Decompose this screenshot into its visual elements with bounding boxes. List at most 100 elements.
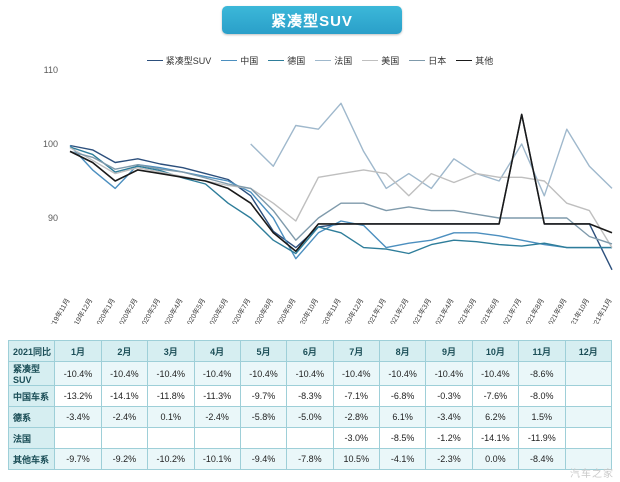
line-chart: 90 100 110 2019年11月 2019年12月 2020年1月 2020年2月 2…	[0, 62, 620, 324]
x-tick-label-10: 2020年9月	[273, 297, 298, 325]
table-col-header-4: 5月	[239, 340, 288, 362]
table-body: 紧凑型SUV -10.4% -10.4% -10.4% -10.4% -10.4% -10.…	[7, 361, 612, 470]
table-cell: -5.8%	[239, 406, 288, 428]
x-tick-label-8: 2020年7月	[228, 297, 253, 325]
legend-swatch-icon	[315, 59, 332, 61]
legend-label: 日本	[428, 55, 447, 66]
table-cell: -2.3%	[425, 448, 473, 470]
table-cell	[147, 427, 195, 449]
legend-item-3: 法国	[315, 54, 352, 67]
table-row-label: 德系	[7, 406, 56, 428]
legend-swatch-icon	[409, 59, 426, 61]
legend-item-5: 日本	[409, 54, 446, 67]
legend-swatch-icon	[221, 59, 238, 61]
table-col-header-6: 7月	[332, 340, 381, 362]
table-cell: -10.4%	[147, 361, 195, 386]
y-axis-labels: 90 100 110	[43, 65, 58, 223]
legend-item-4: 美国	[362, 54, 399, 67]
x-tick-label-11: 2020年10月	[294, 297, 320, 325]
y-tick-label-1: 100	[43, 139, 58, 149]
x-tick-label-6: 2020年5月	[183, 297, 208, 325]
table-col-header-9: 10月	[471, 340, 520, 362]
x-tick-label-5: 2020年4月	[160, 297, 185, 325]
table-cell: -2.4%	[193, 406, 241, 428]
x-tick-label-17: 2021年4月	[431, 297, 456, 325]
table-cell: -3.4%	[425, 406, 473, 428]
table-cell: -8.5%	[378, 427, 427, 449]
x-tick-label-14: 2021年1月	[363, 297, 388, 325]
table-cell: -3.0%	[332, 427, 381, 449]
table-row-label: 其他车系	[7, 448, 56, 470]
table-header-row: 2021同比 1月 2月 3月 4月 5月 6月 7月 8月 9月 10月 11月 12月	[7, 340, 612, 362]
table-cell: -10.4%	[286, 361, 334, 386]
table-cell: -7.8%	[286, 448, 334, 470]
legend-swatch-icon	[146, 59, 163, 61]
table-cell: -10.4%	[100, 361, 149, 386]
x-tick-label-4: 2020年3月	[138, 297, 163, 325]
chart-title-banner: 紧凑型SUV	[222, 6, 402, 34]
table-cell: -10.1%	[193, 448, 241, 470]
x-tick-label-16: 2021年3月	[409, 297, 434, 325]
table-cell: -10.4%	[471, 361, 520, 386]
x-tick-label-12: 2020年11月	[317, 297, 343, 325]
series-line-6	[69, 113, 613, 253]
table-cell: -10.2%	[147, 448, 195, 470]
x-tick-label-15: 2021年2月	[386, 297, 411, 325]
table-cell: -2.4%	[100, 406, 149, 428]
x-tick-label-2: 2020年1月	[92, 297, 117, 325]
legend-swatch-icon	[268, 59, 285, 61]
table-cell: -3.4%	[54, 406, 102, 428]
page-title: 紧凑型SUV	[271, 12, 353, 30]
table-cell: -8.3%	[286, 385, 334, 407]
table-cell	[239, 427, 288, 449]
table-cell: -10.4%	[239, 361, 288, 386]
table-cell: -11.3%	[193, 385, 241, 407]
series-line-0	[69, 113, 613, 271]
table-cell	[286, 427, 334, 449]
legend-swatch-icon	[362, 59, 379, 61]
table-col-header-0: 1月	[54, 340, 102, 362]
series-line-5	[69, 150, 613, 245]
table-row: 德系 -3.4% -2.4% 0.1% -2.4% -5.8% -5.0% -2.8% 6.1%…	[7, 406, 612, 428]
legend-label: 中国	[240, 55, 259, 66]
chart-legend: 紧凑型SUV 中国 德国 法国 美国 日本 其他	[140, 52, 500, 68]
table-cell: -8.4%	[518, 448, 566, 470]
legend-item-1: 中国	[221, 54, 258, 67]
table-row-label: 紧凑型SUV	[7, 361, 56, 386]
table-cell: -8.0%	[518, 385, 566, 407]
table-cell: -11.9%	[518, 427, 566, 449]
table-cell	[564, 406, 612, 428]
y-tick-label-2: 110	[44, 65, 58, 75]
table-cell: 0.1%	[147, 406, 195, 428]
table-cell: -14.1%	[471, 427, 520, 449]
y-tick-label-0: 90	[48, 213, 58, 223]
comparison-table-wrap: 2021同比 1月 2月 3月 4月 5月 6月 7月 8月 9月 10月 11月 12月 紧凑型SU…	[7, 340, 612, 470]
x-tick-label-22: 2021年9月	[544, 297, 569, 325]
table-cell	[54, 427, 102, 449]
table-cell: -9.7%	[239, 385, 288, 407]
table-col-header-2: 3月	[147, 340, 195, 362]
table-cell	[564, 361, 612, 386]
legend-swatch-icon	[456, 59, 473, 61]
legend-label: 德国	[287, 55, 306, 66]
legend-label: 其他	[475, 55, 494, 66]
table-cell: -11.8%	[147, 385, 195, 407]
table-cell: -13.2%	[54, 385, 102, 407]
x-tick-label-1: 2019年12月	[68, 297, 94, 325]
x-tick-label-20: 2021年7月	[499, 297, 524, 325]
x-tick-label-21: 2021年8月	[521, 297, 546, 325]
x-tick-label-0: 2019年11月	[46, 297, 72, 325]
x-tick-label-23: 2021年10月	[565, 297, 591, 325]
table-cell	[100, 427, 149, 449]
series-line-2	[69, 146, 612, 255]
table-cell: -9.4%	[239, 448, 288, 470]
table-cell: -5.0%	[286, 406, 334, 428]
table-row: 其他车系 -9.7% -9.2% -10.2% -10.1% -9.4% -7.8% 10.5…	[7, 448, 612, 470]
legend-label: 紧凑型SUV	[165, 55, 212, 66]
table-cell	[564, 448, 612, 470]
table-row: 紧凑型SUV -10.4% -10.4% -10.4% -10.4% -10.4% -10.…	[7, 361, 612, 386]
series-line-3	[250, 102, 613, 197]
table-col-header-5: 6月	[286, 340, 334, 362]
